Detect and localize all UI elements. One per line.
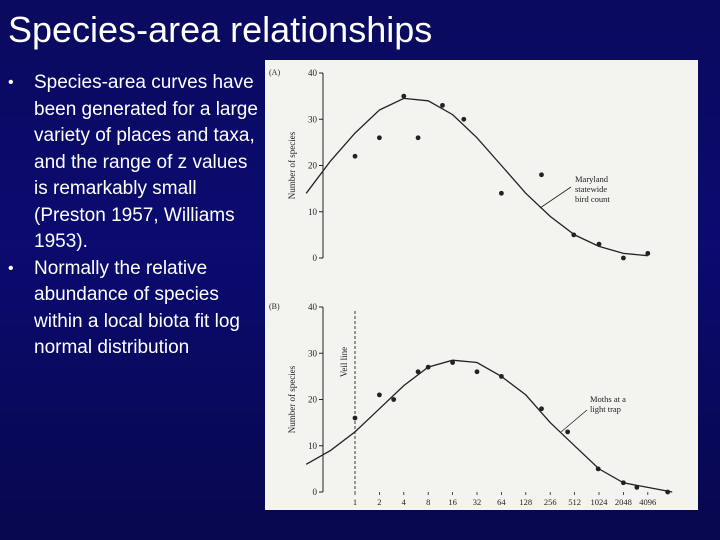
bullet-dot: • [8,259,14,277]
y-tick-label: 30 [308,114,318,124]
data-point [461,116,467,122]
y-tick-label: 0 [313,487,318,497]
x-tick-label: 16 [448,497,457,507]
data-point [645,250,651,256]
data-point [377,392,382,398]
data-point [415,369,421,375]
x-tick-label: 4096 [639,497,656,507]
y-tick-label: 0 [313,253,318,263]
x-tick-label: 32 [473,497,482,507]
data-point [539,406,544,412]
data-point [596,241,602,247]
data-point [474,369,480,375]
panel-label: (B) [269,302,280,311]
y-tick-label: 10 [308,207,318,217]
fit-curve-b [305,359,673,493]
x-tick-label: 2048 [615,497,632,507]
annotation-pointer-a [539,186,572,209]
y-tick-label: 20 [308,395,318,405]
annotation-pointer-b [560,409,588,433]
x-tick-label: 64 [497,497,506,507]
x-tick-label: 2 [377,497,381,507]
data-point [499,190,504,196]
data-point [377,135,382,141]
bullet-text: Normally the relative abundance of speci… [34,257,240,359]
y-axis-label: Number of species [287,365,297,433]
annotation-text: Maryland [575,174,609,184]
data-point [621,255,626,261]
data-point [565,429,571,435]
x-tick-label: 1024 [591,497,609,507]
data-point [665,489,671,495]
data-point [571,232,577,238]
slide-title: Species-area relationships [8,9,433,50]
fit-curve-a [305,97,648,257]
data-point [539,172,544,178]
y-tick-label: 40 [308,302,318,312]
x-tick-label: 128 [519,497,532,507]
annotation-text: bird count [575,194,610,204]
data-point [634,484,640,490]
panel-label: (A) [269,68,280,77]
data-point [440,102,445,108]
bullet-dot: • [8,74,14,91]
data-point [450,360,455,365]
bullet-item: • Species-area curves have been generate… [8,70,258,256]
x-tick-label: 512 [568,497,581,507]
y-tick-label: 30 [308,348,318,358]
annotation-text: statewide [575,184,607,194]
bullet-text: Species-area curves have been generated … [34,72,258,252]
annotation-text: Moths at a [590,394,626,404]
x-tick-label: 4 [402,497,407,507]
data-point [499,373,504,379]
data-point [595,466,601,472]
y-tick-label: 40 [308,68,318,78]
x-tick-label: 256 [544,497,557,507]
x-tick-label: 1 [353,497,357,507]
data-point [352,153,358,159]
data-point [391,397,397,402]
y-tick-label: 10 [308,441,318,451]
y-tick-label: 20 [308,161,318,171]
bullet-item: • Normally the relative abundance of spe… [8,256,258,362]
data-point [621,480,626,486]
x-tick-label: 8 [426,497,430,507]
y-axis-label: Number of species [287,131,297,199]
bullet-list: • Species-area curves have been generate… [8,70,258,362]
species-abundance-figure: (A) 0 10 20 30 40 Number of species Maryland sta… [265,60,698,510]
data-point [401,93,407,99]
data-point [415,135,421,141]
veil-line-label: Veil line [339,347,349,377]
annotation-text: light trap [590,404,621,414]
data-point [425,364,431,370]
